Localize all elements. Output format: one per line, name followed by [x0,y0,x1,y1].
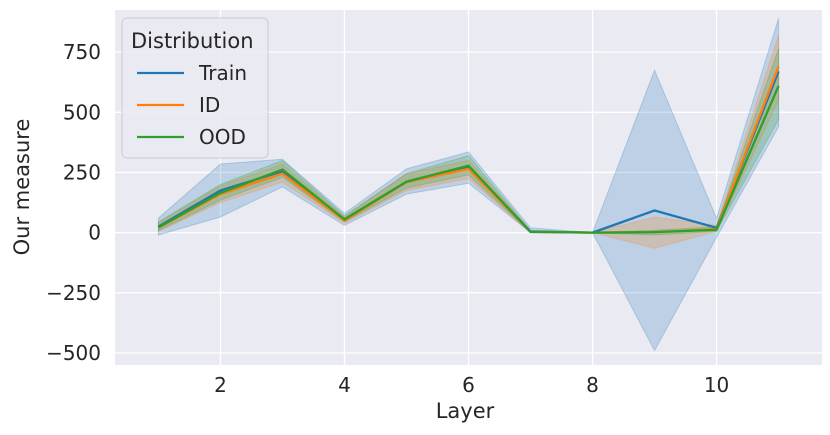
y-tick-label: 250 [63,160,101,184]
y-tick-label: −500 [46,341,101,365]
y-tick-labels: −500 −250 0 250 500 750 [46,40,101,365]
x-tick-label: 8 [586,373,599,397]
legend: Distribution Train ID OOD [121,17,269,159]
legend-title: Distribution [131,29,254,53]
x-axis-label: Layer [436,399,495,423]
x-tick-label: 10 [704,373,729,397]
band-train [157,18,780,352]
x-tick-label: 2 [214,373,227,397]
y-tick-label: 500 [63,100,101,124]
y-tick-label: −250 [46,281,101,305]
band-ood [157,48,780,236]
y-axis-label: Our measure [10,119,34,256]
x-tick-labels: 2 4 6 8 10 [214,373,729,397]
legend-box [121,17,269,159]
x-tick-label: 4 [338,373,351,397]
y-tick-label: 750 [63,40,101,64]
legend-label-id: ID [199,93,220,117]
legend-label-train: Train [198,61,247,85]
grid-lines [115,10,822,365]
line-ood [157,85,780,234]
series-lines [157,66,780,234]
legend-label-ood: OOD [199,125,246,149]
x-tick-label: 6 [462,373,475,397]
y-tick-label: 0 [88,221,101,245]
